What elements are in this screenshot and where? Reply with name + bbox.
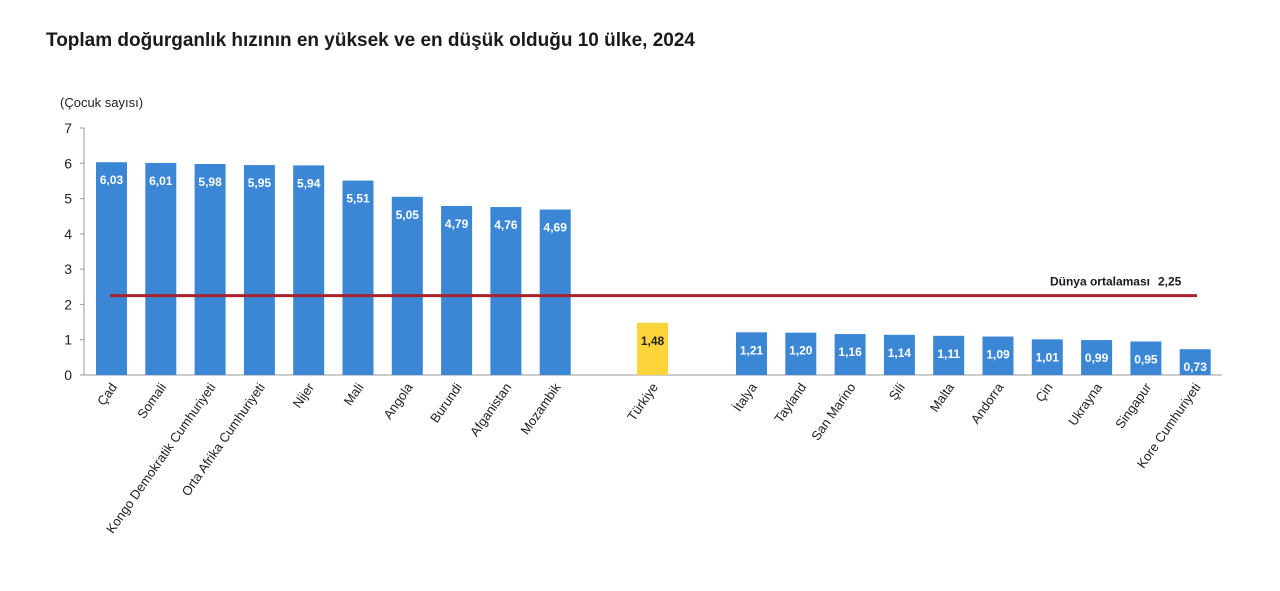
category-label: Orta Afrika Cumhuriyeti (178, 380, 267, 499)
bar (441, 205, 473, 375)
bar-value-label: 4,69 (544, 221, 568, 235)
bar (933, 335, 965, 375)
category-label: Afganistan (467, 380, 515, 439)
bar (391, 196, 423, 375)
category-label: Malta (927, 379, 958, 414)
bar-value-label: 5,94 (297, 176, 321, 190)
bar-value-label: 1,20 (789, 344, 813, 358)
y-tick-label: 6 (64, 155, 72, 171)
bar-value-label: 5,95 (248, 176, 272, 190)
bar-value-label: 4,79 (445, 217, 469, 231)
category-label: Nijer (290, 380, 318, 411)
bar-value-label: 1,16 (838, 345, 862, 359)
bar-value-label: 0,99 (1085, 351, 1109, 365)
bar-value-label: 5,51 (346, 192, 370, 206)
bar (1031, 339, 1063, 375)
bar (145, 162, 177, 375)
y-tick-label: 1 (64, 332, 72, 348)
bar-value-label: 1,21 (740, 343, 764, 357)
bar-value-label: 6,03 (100, 173, 124, 187)
chart-title: Toplam doğurganlık hızının en yüksek ve … (46, 30, 695, 51)
category-label: Burundi (427, 380, 465, 425)
category-label: Şili (886, 380, 908, 403)
bar-value-label: 1,09 (986, 348, 1010, 362)
bar (194, 163, 226, 375)
bar-value-label: 1,14 (888, 346, 912, 360)
world-average-label: Dünya ortalaması (1050, 275, 1150, 289)
category-label: İtalya (730, 379, 761, 414)
bar (490, 207, 522, 375)
category-label: Angola (380, 379, 416, 421)
bar (243, 165, 275, 375)
category-label: Andorra (968, 379, 1007, 426)
bar (785, 332, 817, 375)
y-tick-label: 2 (64, 296, 72, 312)
bar (1179, 349, 1211, 375)
y-axis-label: (Çocuk sayısı) (60, 95, 143, 110)
bar-value-label: 1,11 (937, 347, 960, 361)
bar-value-label: 5,98 (198, 175, 222, 189)
category-label: Çin (1032, 380, 1055, 405)
bar-value-label: 0,95 (1134, 352, 1158, 366)
y-tick-label: 5 (64, 191, 72, 207)
category-label: Mali (340, 380, 366, 408)
category-label: Mozambik (517, 380, 564, 438)
category-label: Tayland (771, 380, 809, 425)
bar (342, 180, 374, 375)
y-tick-label: 3 (64, 261, 72, 277)
bar (96, 162, 127, 375)
bar-value-label: 6,01 (149, 174, 173, 188)
category-label: Somali (134, 380, 169, 421)
bar (539, 209, 571, 375)
y-tick-label: 0 (64, 367, 72, 383)
category-label: Türkiye (624, 380, 661, 424)
y-tick-label: 7 (64, 120, 72, 136)
bar (293, 165, 325, 375)
bar (1081, 340, 1113, 375)
bar (883, 334, 915, 375)
category-label: Çad (94, 380, 120, 408)
category-label: Ukrayna (1065, 379, 1105, 428)
bar-value-label: 5,05 (396, 208, 420, 222)
category-label: Singapur (1112, 380, 1155, 432)
bar-value-label: 1,48 (641, 334, 665, 348)
category-label: San Marino (808, 380, 858, 443)
bar (982, 336, 1014, 375)
bar (736, 332, 767, 375)
bar (637, 322, 668, 375)
bar (834, 334, 866, 375)
world-average-value: 2,25 (1158, 275, 1182, 289)
y-tick-label: 4 (64, 226, 72, 242)
bar-value-label: 0,73 (1184, 360, 1208, 374)
bar-value-label: 1,01 (1036, 350, 1060, 364)
bar (1130, 341, 1162, 375)
bar-value-label: 4,76 (494, 218, 518, 232)
